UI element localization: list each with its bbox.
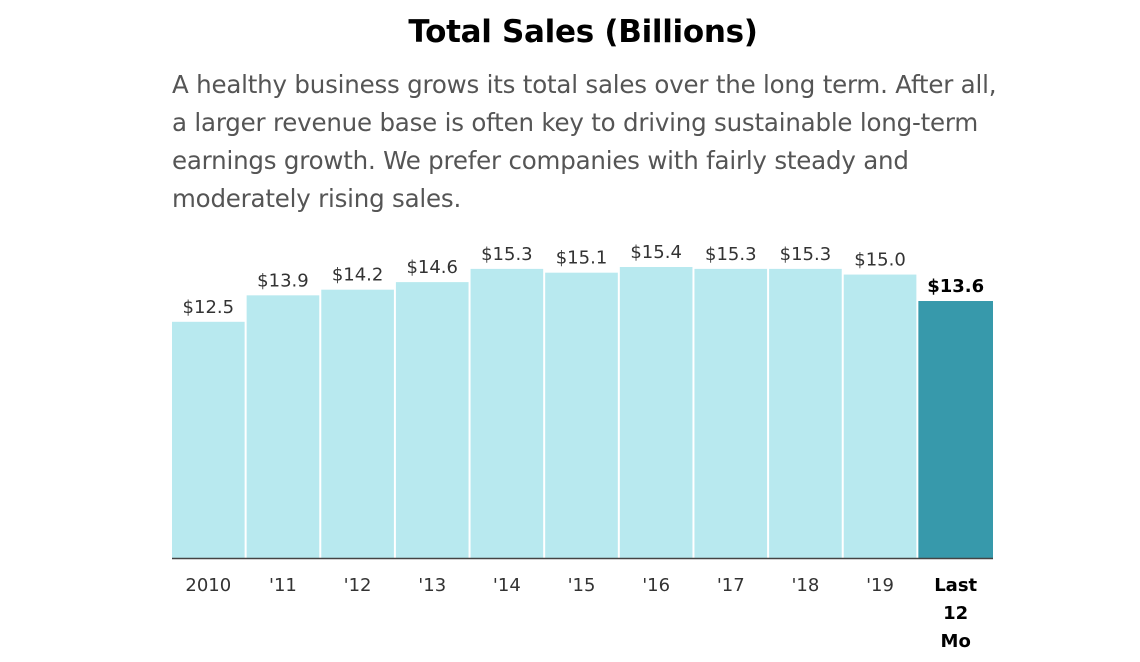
x-tick-label-6: '16: [642, 575, 670, 596]
bar-value-label-2: $14.2: [332, 265, 384, 286]
bar-6: [619, 267, 693, 558]
bar-value-label-4: $15.3: [481, 244, 533, 265]
bar-value-label-3: $14.6: [406, 257, 458, 278]
bar-2: [321, 289, 394, 558]
chart-title: Total Sales (Billions): [408, 14, 758, 50]
bar-value-label-5: $15.1: [556, 248, 608, 269]
x-tick-label-1: '11: [269, 575, 297, 596]
chart-description: A healthy business grows its total sales…: [172, 70, 997, 213]
x-tick-label-10: Last 12 Mo: [934, 575, 977, 652]
bar-value-label-10: $13.6: [927, 276, 984, 297]
bar-value-label-1: $13.9: [257, 270, 309, 291]
bar-5: [545, 272, 618, 558]
x-tick-label-8: '18: [791, 575, 819, 596]
x-tick-label-2: '12: [344, 575, 372, 596]
bar-value-label-8: $15.3: [780, 244, 832, 265]
bar-7: [694, 268, 768, 558]
bar-3: [395, 282, 469, 558]
bar-1: [246, 295, 320, 558]
bar-value-label-0: $12.5: [183, 297, 235, 318]
bar-value-label-7: $15.3: [705, 244, 757, 265]
x-tick-label-3: '13: [418, 575, 446, 596]
bar-4: [470, 268, 544, 558]
bar-0: [172, 321, 245, 558]
x-tick-label-0: 2010: [185, 575, 231, 596]
x-tick-label-7: '17: [717, 575, 745, 596]
bar-10: [918, 301, 993, 558]
x-tick-label-9: '19: [866, 575, 894, 596]
x-tick-label-5: '15: [568, 575, 596, 596]
x-tick-label-4: '14: [493, 575, 521, 596]
bar-9: [843, 274, 917, 558]
bar-8: [769, 268, 842, 558]
bar-value-label-6: $15.4: [630, 242, 682, 263]
bar-value-label-9: $15.0: [854, 250, 906, 271]
